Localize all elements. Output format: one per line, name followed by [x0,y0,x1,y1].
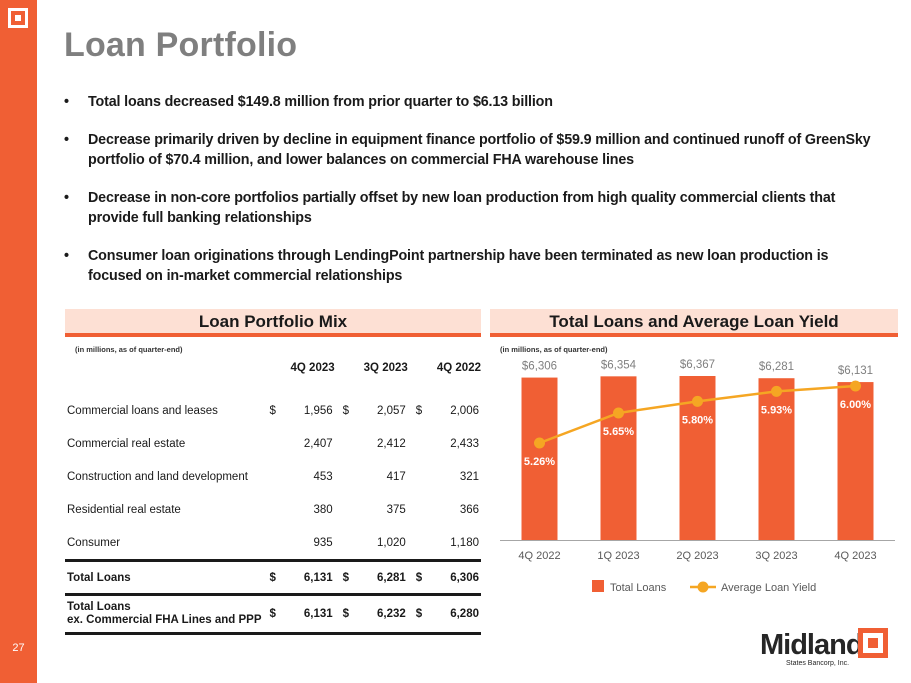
table-row: Residential real estate 380 375 366 [65,493,481,526]
bullet-item: Decrease in non-core portfolios partiall… [62,188,882,228]
yield-label: 5.80% [682,414,713,426]
row-label: Commercial loans and leases [67,404,218,417]
total-row: Total Loans $ 6,131 $ 6,281 $ 6,306 [65,559,481,595]
cell-value: 417 [386,470,406,483]
bullet-item: Total loans decreased $149.8 million fro… [62,92,882,112]
yield-point [771,385,782,397]
sidebar-bar: 27 [0,0,37,683]
total-ex-row: Total Loans ex. Commercial FHA Lines and… [65,593,481,635]
table-row: Commercial loans and leases $ 1,956 $ 2,… [65,394,481,427]
currency-symbol: $ [334,593,357,635]
yield-point [692,395,703,407]
x-tick-label: 1Q 2023 [597,550,639,562]
yield-point [534,437,545,449]
currency-symbol: $ [334,559,357,595]
cell-value: 375 [386,503,406,516]
cell-value: 6,281 [356,559,408,595]
cell-value: 6,280 [429,593,481,635]
currency-symbol: $ [261,593,284,635]
yield-label: 5.65% [603,426,634,438]
cell-value: 6,306 [429,559,481,595]
bar-total-loans [521,377,558,540]
cell-value: 6,131 [283,593,335,635]
midland-logo-text: Midland [760,629,864,661]
column-header: 4Q 2023 [290,362,335,374]
cell-value: 2,412 [377,437,406,450]
x-tick-label: 3Q 2023 [755,550,797,562]
yield-label: 5.26% [524,456,555,468]
cell-value: 1,956 [303,404,333,417]
currency-symbol: $ [269,404,276,417]
row-label: Construction and land development [67,470,248,483]
currency-symbol: $ [407,593,430,635]
loan-mix-units: (in millions, as of quarter-end) [75,345,183,354]
cell-value: 1,180 [450,536,479,549]
yield-label: 6.00% [840,399,871,411]
x-tick-label: 4Q 2022 [518,550,560,562]
row-label: Total Loans [65,559,262,595]
bar-total-loans [758,378,795,540]
bar-value-label: $6,306 [522,361,557,373]
bullet-list: Total loans decreased $149.8 million fro… [62,92,882,304]
cell-value: 2,407 [303,437,333,450]
currency-symbol: $ [342,404,350,417]
midland-logo-tagline: States Bancorp, Inc. [786,660,850,667]
cell-value: 2,057 [377,404,406,417]
row-label: Total Loans ex. Commercial FHA Lines and… [65,593,262,635]
page-number: 27 [12,642,25,654]
currency-symbol: $ [415,404,423,417]
chart-header: Total Loans and Average Loan Yield [490,309,898,337]
table-row: Commercial real estate 2,407 2,412 2,433 [65,427,481,460]
x-tick-label: 2Q 2023 [676,550,718,562]
row-label: Consumer [67,536,121,549]
bullet-item: Consumer loan originations through Lendi… [62,246,882,286]
currency-symbol: $ [261,559,284,595]
chart-units: (in millions, as of quarter-end) [500,345,608,354]
column-header: 4Q 2022 [436,362,481,374]
bar-total-loans [837,382,874,540]
column-header: 3Q 2023 [363,362,408,374]
loan-mix-table: 4Q 2023 3Q 2023 4Q 2022 Commercial loans… [65,352,481,635]
cell-value: 453 [313,470,333,483]
bar-value-label: $6,131 [838,365,873,377]
page-title: Loan Portfolio [64,26,298,64]
cell-value: 380 [313,503,333,516]
cell-value: 935 [313,536,333,549]
legend-label-yield: Average Loan Yield [721,582,816,594]
loans-yield-chart: $6,306 $6,354 $6,367 $6,281 $6,131 4Q 2022 1Q … [500,359,895,594]
cell-value: 6,232 [356,593,408,635]
cell-value: 321 [459,470,479,483]
yield-point [850,380,861,392]
bar-value-label: $6,367 [680,359,715,371]
loan-mix-header: Loan Portfolio Mix [65,309,481,337]
legend-marker-yield [697,581,709,593]
currency-symbol: $ [407,559,430,595]
cell-value: 2,433 [450,437,479,450]
row-label: Residential real estate [67,503,181,516]
brand-square-icon [8,8,28,28]
cell-value: 2,006 [450,404,479,417]
legend-swatch-total-loans [592,580,604,592]
table-header-row: 4Q 2023 3Q 2023 4Q 2022 [65,352,481,384]
cell-value: 366 [459,503,479,516]
legend-label-total-loans: Total Loans [610,582,667,594]
bar-total-loans [600,376,637,540]
yield-point [613,407,624,419]
bar-value-label: $6,354 [601,359,637,371]
bar-value-label: $6,281 [759,361,794,373]
x-tick-label: 4Q 2023 [834,550,876,562]
cell-value: 6,131 [283,559,335,595]
midland-logo-icon [858,628,888,658]
table-row: Construction and land development 453 41… [65,460,481,493]
bullet-item: Decrease primarily driven by decline in … [62,130,882,170]
yield-label: 5.93% [761,404,792,416]
cell-value: 1,020 [377,536,406,549]
table-row: Consumer 935 1,020 1,180 [65,526,481,561]
row-label: Commercial real estate [67,437,186,450]
